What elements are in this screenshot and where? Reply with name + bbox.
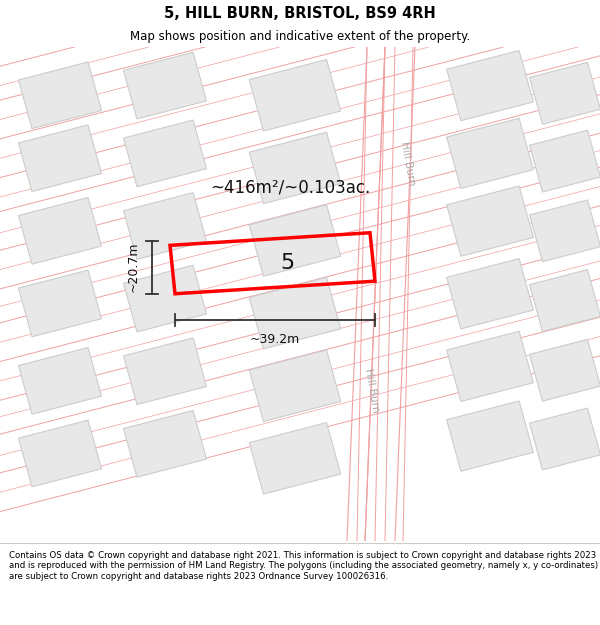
Polygon shape [446,331,533,401]
Polygon shape [530,130,600,192]
Polygon shape [19,270,101,337]
Polygon shape [124,411,206,477]
Polygon shape [446,118,533,189]
Polygon shape [124,192,206,259]
Polygon shape [249,59,341,131]
Polygon shape [249,350,341,421]
Polygon shape [446,259,533,329]
Polygon shape [446,401,533,471]
Polygon shape [124,120,206,187]
Text: ~39.2m: ~39.2m [250,334,300,346]
Polygon shape [19,125,101,191]
Polygon shape [124,265,206,332]
Polygon shape [19,348,101,414]
Text: Map shows position and indicative extent of the property.: Map shows position and indicative extent… [130,30,470,43]
Text: ~20.7m: ~20.7m [127,242,140,292]
Polygon shape [446,186,533,256]
Polygon shape [530,269,600,331]
Polygon shape [124,338,206,404]
Polygon shape [530,62,600,124]
Polygon shape [530,200,600,262]
Polygon shape [249,278,341,349]
Text: Contains OS data © Crown copyright and database right 2021. This information is : Contains OS data © Crown copyright and d… [9,551,598,581]
Polygon shape [19,420,101,487]
Polygon shape [249,205,341,276]
Polygon shape [446,51,533,121]
Polygon shape [124,52,206,119]
Text: Hill Burn: Hill Burn [363,368,381,413]
Text: 5, HILL BURN, BRISTOL, BS9 4RH: 5, HILL BURN, BRISTOL, BS9 4RH [164,6,436,21]
Polygon shape [19,198,101,264]
Polygon shape [19,62,101,129]
Text: Hill Burn: Hill Burn [399,140,417,186]
Text: 5: 5 [280,253,295,273]
Polygon shape [530,408,600,470]
Polygon shape [530,339,600,401]
Text: ~416m²/~0.103ac.: ~416m²/~0.103ac. [210,178,370,196]
Polygon shape [249,132,341,204]
Polygon shape [249,422,341,494]
